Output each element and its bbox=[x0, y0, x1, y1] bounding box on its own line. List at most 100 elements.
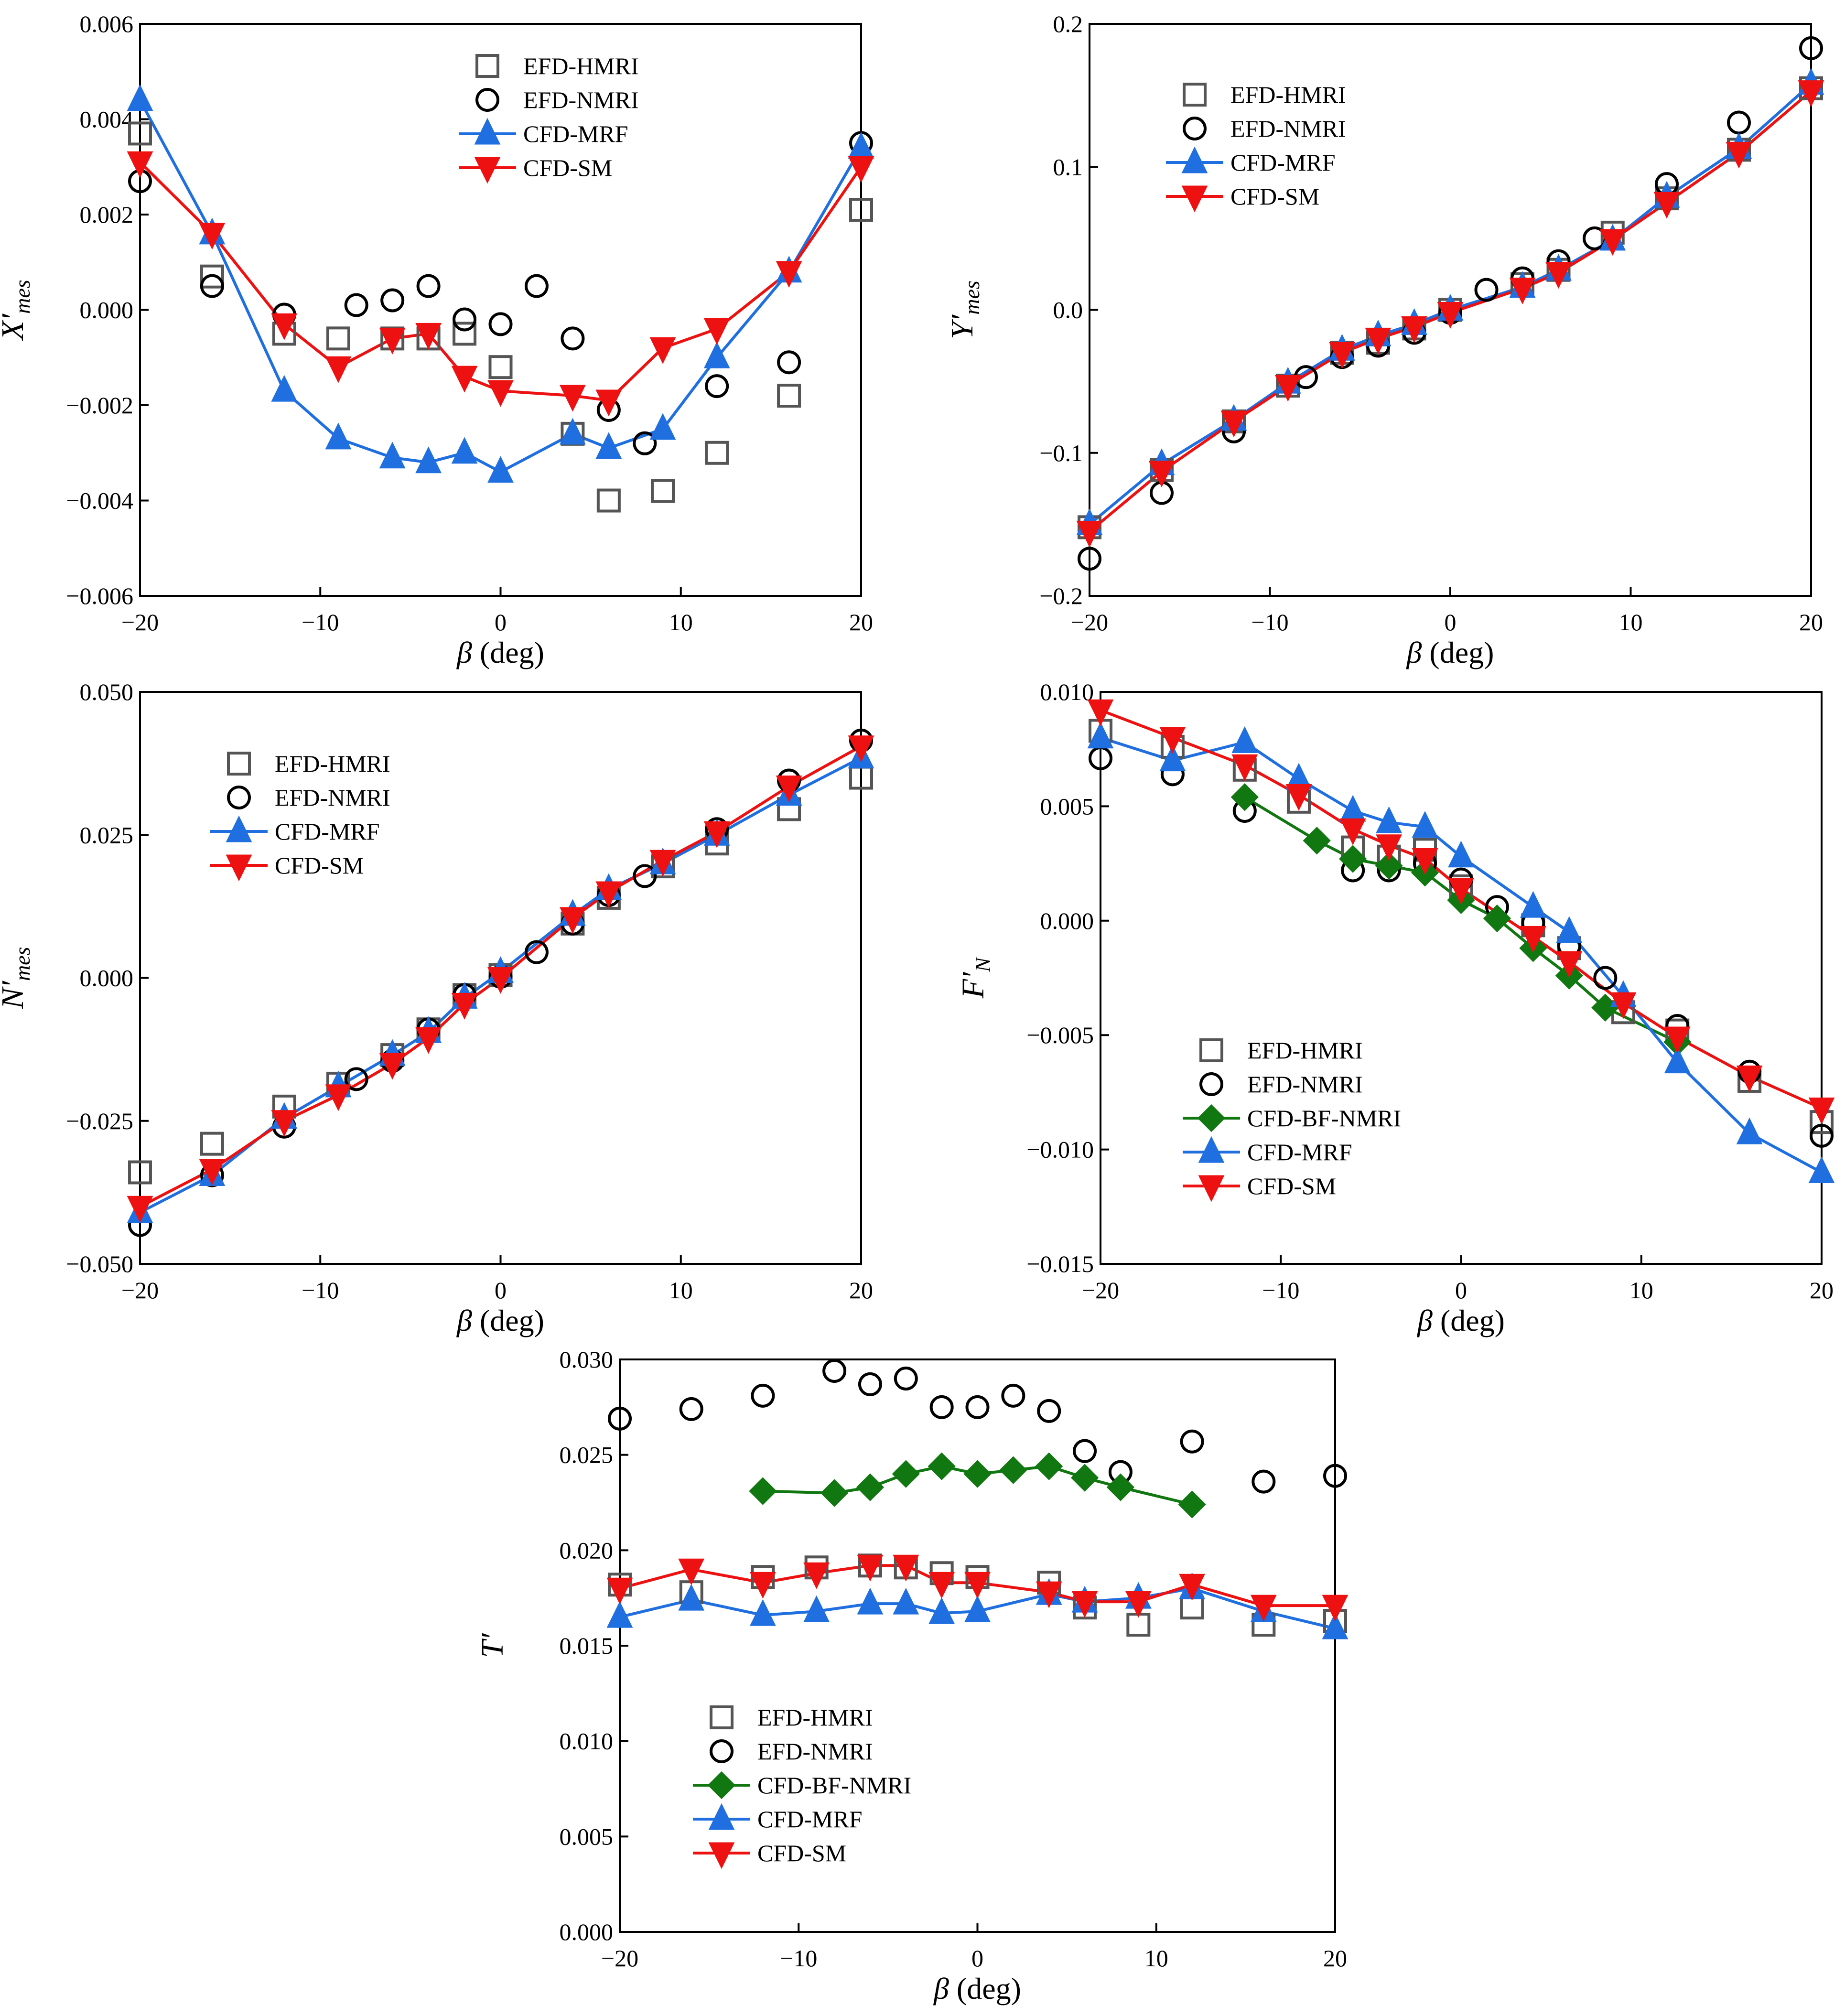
data-point-efd-hmri bbox=[849, 198, 873, 222]
data-point-cfd-sm bbox=[1071, 1591, 1098, 1618]
data-point-efd-nmri bbox=[858, 1372, 882, 1396]
data-point-cfd-sm bbox=[1736, 1065, 1763, 1092]
data-point-cfd-mrf bbox=[703, 341, 730, 368]
data-point-efd-nmri bbox=[416, 274, 441, 298]
data-point-cfd-sm bbox=[1159, 727, 1186, 754]
data-point-cfd-mrf bbox=[415, 446, 442, 474]
legend-marker bbox=[227, 752, 251, 776]
data-point-cfd-bf-nmri bbox=[1375, 852, 1403, 880]
data-point-efd-nmri bbox=[1252, 1469, 1276, 1494]
data-point-cfd-mrf bbox=[678, 1584, 705, 1611]
chart-ymes: −20 −10 0 10 20 −0.2 −0.1 0.0 0.1 0.2 β (deg) Y′mes… bbox=[945, 11, 1824, 669]
y-tick-label: −0.2 bbox=[1039, 582, 1083, 609]
chart-nmes: −20 −10 0 10 20 −0.050 −0.025 0.000 0.025 0.050 β … bbox=[0, 679, 874, 1337]
x-axis-unit: (deg) bbox=[1422, 636, 1494, 669]
legend-label: CFD-MRF bbox=[275, 818, 380, 845]
chart-xmes: −20 −10 0 10 20 −0.006 −0.004 −0.002 0.000 0.002 0… bbox=[0, 11, 874, 669]
x-axis-unit: (deg) bbox=[949, 1972, 1021, 2005]
data-point-cfd-mrf bbox=[1231, 726, 1258, 753]
legend-label: EFD-NMRI bbox=[1230, 115, 1346, 142]
data-point-efd-hmri bbox=[488, 355, 513, 379]
data-point-cfd-bf-nmri bbox=[1230, 783, 1259, 811]
x-tick-label: 10 bbox=[1619, 609, 1643, 636]
legend-label: CFD-SM bbox=[1230, 183, 1319, 210]
data-point-cfd-sm bbox=[559, 907, 586, 934]
y-tick-label: 0.005 bbox=[560, 1823, 614, 1850]
x-axis-label: β (deg) bbox=[1406, 636, 1494, 669]
data-point-cfd-bf-nmri bbox=[1483, 904, 1511, 933]
data-point-efd-hmri bbox=[705, 441, 729, 465]
data-point-cfd-mrf bbox=[857, 1587, 884, 1615]
data-point-cfd-bf-nmri bbox=[749, 1477, 777, 1505]
data-point-cfd-mrf bbox=[379, 442, 406, 469]
legend-label: CFD-MRF bbox=[523, 120, 628, 147]
y-tick-label: 0.010 bbox=[1040, 679, 1094, 705]
data-point-cfd-mrf bbox=[749, 1599, 776, 1626]
chart-fn: −20 −10 0 10 20 −0.015 −0.010 −0.005 0.000 0.005 0… bbox=[956, 679, 1835, 1337]
legend-item: CFD-MRF bbox=[210, 815, 380, 845]
data-point-cfd-sm bbox=[1250, 1595, 1277, 1622]
legend-item: CFD-SM bbox=[693, 1840, 846, 1869]
legend-marker bbox=[710, 1739, 734, 1763]
data-point-efd-nmri bbox=[1078, 547, 1101, 571]
data-point-cfd-sm bbox=[325, 1084, 352, 1111]
legend-label: CFD-SM bbox=[757, 1840, 846, 1866]
legend-marker bbox=[475, 88, 499, 112]
y-tick-label: −0.002 bbox=[66, 392, 133, 419]
legend-marker bbox=[227, 786, 251, 809]
data-point-cfd-sm bbox=[928, 1572, 955, 1599]
y-tick-label: 0.010 bbox=[560, 1728, 614, 1755]
data-point-cfd-sm bbox=[1339, 818, 1366, 845]
legend-label: CFD-SM bbox=[1247, 1173, 1336, 1199]
x-tick-label: 10 bbox=[1629, 1277, 1653, 1304]
y-tick-label: 0.006 bbox=[80, 11, 134, 37]
data-point-efd-hmri bbox=[651, 479, 675, 503]
data-point-efd-nmri bbox=[524, 940, 549, 964]
legend-label: EFD-HMRI bbox=[523, 53, 639, 79]
data-point-cfd-mrf bbox=[127, 84, 153, 111]
data-point-cfd-sm bbox=[415, 1027, 442, 1054]
data-point-cfd-sm bbox=[1125, 1591, 1152, 1618]
legend-item: CFD-MRF bbox=[1183, 1136, 1352, 1165]
data-point-cfd-mrf bbox=[1556, 916, 1583, 943]
data-point-cfd-sm bbox=[649, 850, 676, 877]
data-point-efd-nmri bbox=[1001, 1383, 1025, 1408]
data-point-cfd-sm bbox=[1653, 192, 1680, 219]
x-tick-label: 10 bbox=[669, 609, 693, 636]
data-point-efd-nmri bbox=[751, 1383, 775, 1408]
data-point-efd-nmri bbox=[965, 1395, 990, 1419]
legend-marker bbox=[1198, 1136, 1225, 1163]
data-point-efd-hmri bbox=[777, 384, 801, 408]
data-point-cfd-mrf bbox=[1376, 806, 1403, 833]
x-tick-label: 20 bbox=[1810, 1277, 1834, 1304]
data-point-cfd-sm bbox=[1726, 141, 1752, 169]
data-point-cfd-bf-nmri bbox=[892, 1460, 920, 1488]
legend-marker bbox=[475, 54, 499, 78]
x-axis-symbol: β bbox=[456, 636, 472, 669]
data-point-efd-hmri bbox=[128, 121, 152, 146]
legend-marker bbox=[474, 118, 501, 145]
y-tick-label: −0.1 bbox=[1039, 440, 1083, 466]
x-tick-label: −10 bbox=[1262, 1277, 1299, 1304]
y-axis-symbol: Y′ bbox=[945, 314, 980, 339]
legend-label: EFD-HMRI bbox=[1247, 1037, 1363, 1064]
data-point-cfd-mrf bbox=[1736, 1117, 1763, 1144]
series-line-cfd-sm bbox=[619, 1564, 1335, 1607]
legend-label: EFD-NMRI bbox=[757, 1738, 873, 1765]
legend-label: EFD-HMRI bbox=[757, 1704, 873, 1731]
x-axis-unit: (deg) bbox=[1433, 1304, 1505, 1337]
data-point-cfd-sm bbox=[1599, 229, 1626, 256]
data-point-cfd-sm bbox=[415, 323, 442, 350]
data-point-cfd-sm bbox=[127, 151, 153, 178]
data-point-cfd-sm bbox=[1664, 1026, 1691, 1054]
data-point-cfd-mrf bbox=[928, 1597, 955, 1624]
data-point-cfd-sm bbox=[451, 366, 478, 393]
x-tick-label: 0 bbox=[495, 1277, 507, 1304]
data-point-cfd-sm bbox=[1556, 951, 1583, 978]
x-tick-label: −20 bbox=[1071, 609, 1108, 636]
legend-item: CFD-SM bbox=[210, 852, 364, 882]
data-point-cfd-sm bbox=[1509, 278, 1536, 305]
data-point-cfd-mrf bbox=[559, 418, 586, 445]
legend-item: CFD-MRF bbox=[1166, 146, 1336, 176]
legend-marker bbox=[710, 1705, 734, 1729]
